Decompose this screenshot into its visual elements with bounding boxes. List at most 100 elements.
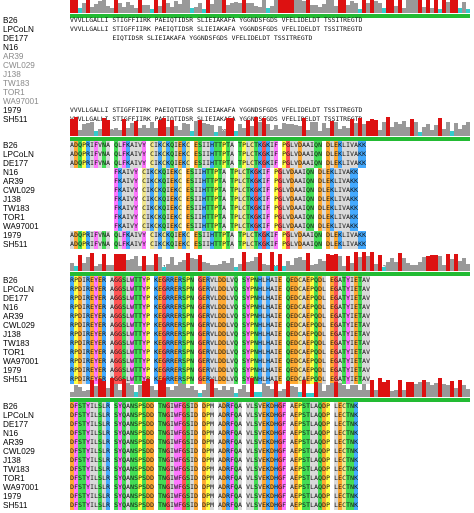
residue-cell: D: [326, 141, 330, 150]
residue-cell: I: [90, 447, 94, 456]
residue-cell: Q: [314, 312, 318, 321]
residue-cell: N: [310, 204, 314, 213]
residue-cell: R: [70, 357, 74, 366]
conservation-bar: [186, 253, 190, 271]
residue-cell: G: [118, 357, 122, 366]
residue-cell: T: [358, 366, 362, 375]
residue-cell: P: [222, 141, 226, 150]
residue-cell: D: [150, 447, 154, 456]
conservation-bar: [386, 380, 390, 397]
residue-cell: L: [226, 276, 230, 285]
residue-cell: I: [198, 222, 202, 231]
conservation-bar: [102, 118, 106, 136]
residue-cell: Y: [94, 276, 98, 285]
conservation-bar: [318, 383, 322, 397]
residue-cell: E: [178, 159, 182, 168]
residue-cell: Q: [114, 240, 118, 249]
residue-cell: Q: [122, 438, 126, 447]
sequence-row: DFSTYILSLR SYQANSPSDD TNGIWFGSID DPM ADR…: [70, 456, 358, 468]
conservation-bar: [386, 0, 390, 13]
sequence-name: SH511: [3, 375, 28, 384]
residue-cell: H: [266, 375, 270, 384]
residue-cell: M: [210, 447, 214, 456]
residue-cell: S: [186, 447, 190, 456]
residue-cell: N: [254, 357, 258, 366]
residue-cell: H: [202, 168, 206, 177]
residue-cell: Y: [94, 375, 98, 384]
residue-cell: R: [102, 312, 106, 321]
residue-cell: K: [174, 204, 178, 213]
residue-cell: K: [154, 366, 158, 375]
residue-cell: P: [326, 420, 330, 429]
residue-cell: L: [118, 240, 122, 249]
residue-cell: P: [214, 195, 218, 204]
residue-cell: S: [190, 213, 194, 222]
residue-cell: H: [258, 330, 262, 339]
residue-cell: I: [82, 312, 86, 321]
residue-cell: P: [234, 213, 238, 222]
sequence-row: VVVLLGALLI STIGFFIIRK PAEIQTIDSR SLIEIAK…: [70, 16, 363, 24]
residue-cell: Q: [114, 231, 118, 240]
residue-cell: I: [174, 150, 178, 159]
residue-cell: P: [74, 357, 78, 366]
residue-cell: I: [262, 168, 266, 177]
residue-cell: V: [294, 159, 298, 168]
residue-cell: D: [194, 465, 198, 474]
residue-cell: H: [266, 285, 270, 294]
residue-cell: D: [298, 240, 302, 249]
conservation-bar: [294, 125, 298, 136]
residue-cell: V: [230, 375, 234, 384]
residue-cell: F: [114, 195, 118, 204]
residue-cell: P: [206, 447, 210, 456]
residue-cell: L: [334, 456, 338, 465]
residue-cell: I: [270, 231, 274, 240]
residue-cell: K: [174, 222, 178, 231]
residue-cell: R: [226, 438, 230, 447]
residue-cell: S: [302, 465, 306, 474]
residue-cell: P: [222, 231, 226, 240]
residue-cell: Y: [246, 303, 250, 312]
residue-cell: N: [310, 222, 314, 231]
residue-cell: D: [78, 348, 82, 357]
residue-cell: R: [166, 312, 170, 321]
residue-cell: N: [350, 438, 354, 447]
residue-cell: K: [258, 240, 262, 249]
residue-cell: L: [334, 177, 338, 186]
conservation-bar: [178, 262, 182, 271]
residue-cell: A: [298, 186, 302, 195]
residue-cell: N: [254, 294, 258, 303]
residue-cell: R: [106, 420, 110, 429]
residue-cell: V: [366, 276, 370, 285]
conservation-bar: [278, 254, 282, 271]
residue-cell: F: [266, 168, 270, 177]
residue-cell: G: [334, 321, 338, 330]
residue-cell: T: [226, 231, 230, 240]
residue-cell: T: [214, 240, 218, 249]
residue-cell: I: [274, 339, 278, 348]
residue-cell: A: [290, 402, 294, 411]
conservation-bar: [210, 125, 214, 136]
residue-cell: I: [166, 186, 170, 195]
residue-cell: T: [82, 429, 86, 438]
residue-cell: Y: [142, 321, 146, 330]
residue-cell: Y: [246, 276, 250, 285]
residue-cell: S: [122, 348, 126, 357]
residue-cell: N: [102, 159, 106, 168]
sequence-name: N16: [3, 43, 19, 52]
residue-cell: E: [90, 294, 94, 303]
residue-cell: I: [274, 375, 278, 384]
conservation-bar: [254, 392, 258, 397]
conservation-bar: [94, 4, 98, 13]
residue-cell: I: [302, 213, 306, 222]
residue-cell: I: [170, 402, 174, 411]
residue-cell: K: [266, 141, 270, 150]
residue-cell: C: [154, 168, 158, 177]
residue-cell: P: [146, 357, 150, 366]
residue-cell: Q: [306, 213, 310, 222]
conservation-bar: [138, 385, 142, 397]
residue-cell: L: [330, 231, 334, 240]
residue-cell: N: [102, 240, 106, 249]
residue-cell: E: [98, 339, 102, 348]
residue-cell: I: [350, 366, 354, 375]
residue-cell: A: [218, 465, 222, 474]
